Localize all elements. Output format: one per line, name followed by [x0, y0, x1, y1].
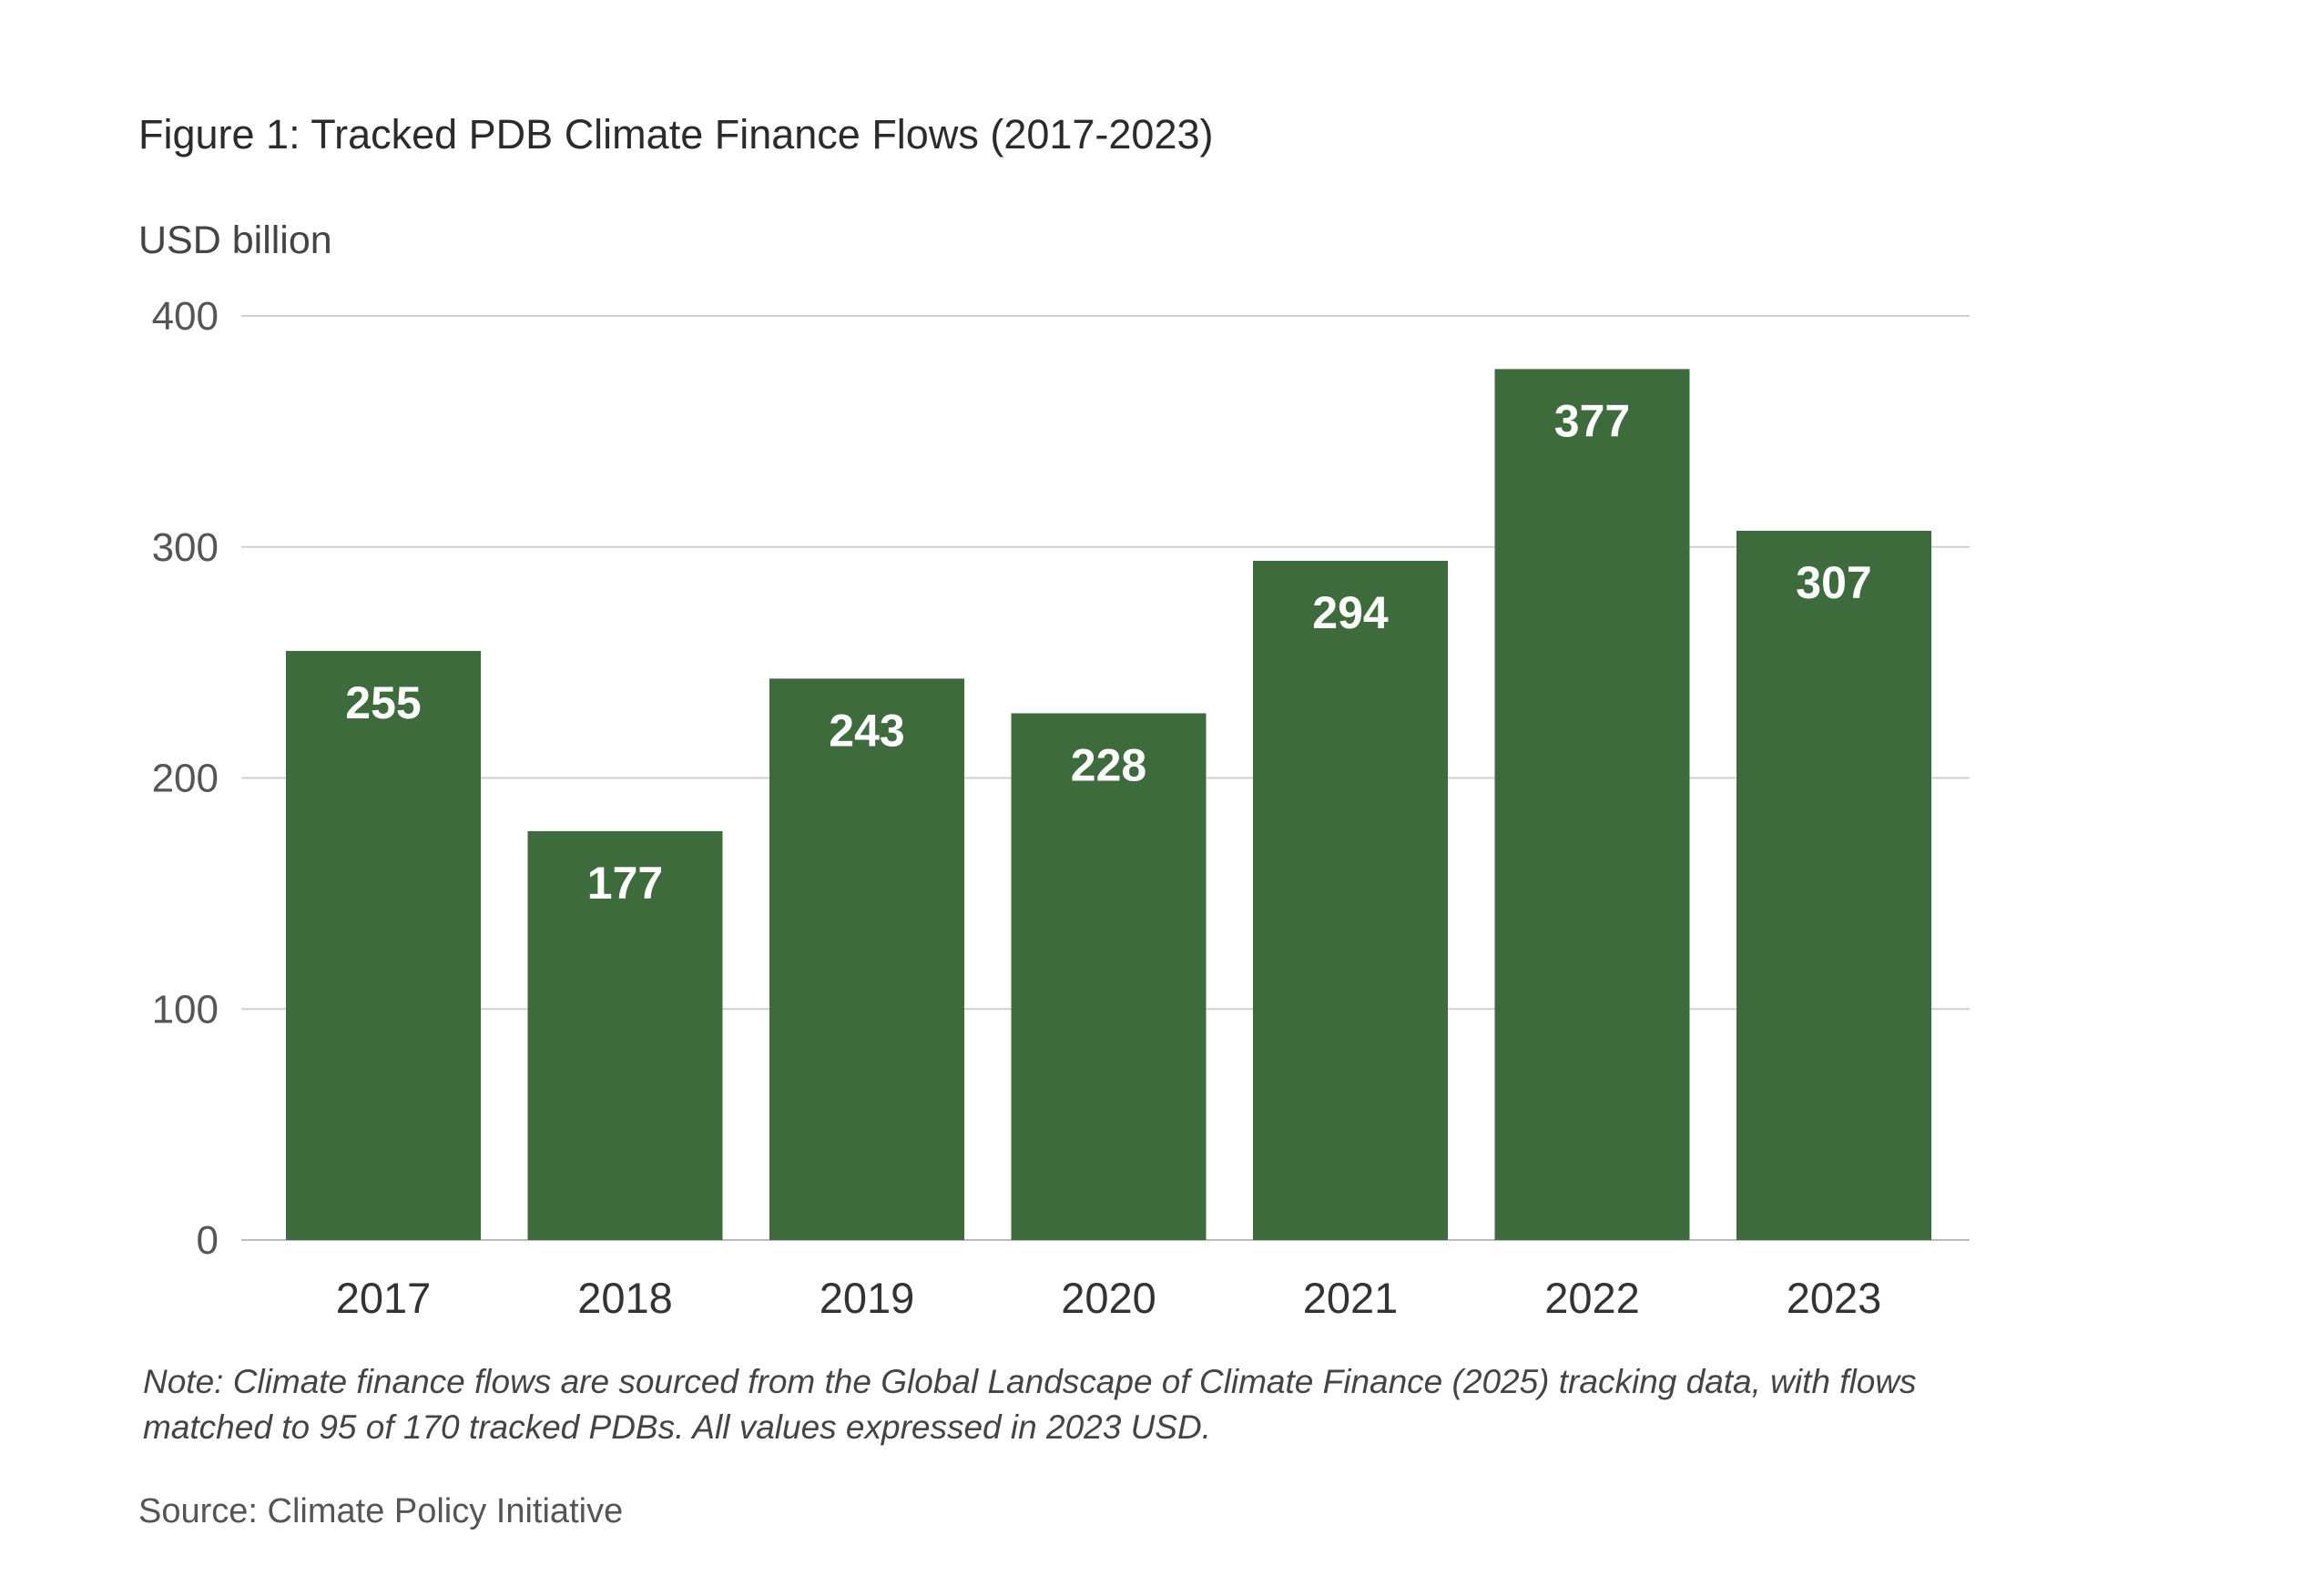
- bar-2023: [1736, 530, 1931, 1240]
- bar-2019: [769, 678, 964, 1240]
- y-tick-label: 0: [197, 1218, 219, 1263]
- bar-2017: [286, 650, 481, 1240]
- x-tick-label: 2022: [1544, 1274, 1640, 1322]
- x-tick-label: 2018: [577, 1274, 673, 1322]
- value-label: 294: [1312, 587, 1389, 638]
- value-label: 307: [1796, 557, 1871, 608]
- bar-2020: [1011, 713, 1207, 1240]
- y-tick-label: 100: [152, 987, 219, 1032]
- bars: [286, 369, 1931, 1240]
- note-line-2: matched to 95 of 170 tracked PDBs. All v…: [143, 1408, 1211, 1446]
- x-tick-label: 2020: [1061, 1274, 1156, 1322]
- chart-title: Figure 1: Tracked PDB Climate Finance Fl…: [138, 111, 1214, 158]
- source-text: Source: Climate Policy Initiative: [138, 1492, 623, 1530]
- y-tick-label: 300: [152, 525, 219, 570]
- bar-2022: [1494, 369, 1690, 1240]
- value-label: 177: [587, 858, 663, 909]
- value-label: 228: [1071, 739, 1146, 790]
- x-tick-labels: 2017 2018 2019 2020 2021 2022 2023: [336, 1274, 1882, 1322]
- value-labels: 255 177 243 228 294 377 307: [345, 395, 1871, 909]
- bar-2018: [527, 830, 723, 1240]
- x-tick-label: 2021: [1303, 1274, 1399, 1322]
- y-tick-label: 400: [152, 294, 219, 339]
- value-label: 255: [345, 677, 421, 728]
- x-tick-label: 2017: [336, 1274, 432, 1322]
- value-label: 243: [829, 705, 904, 756]
- value-label: 377: [1554, 395, 1630, 446]
- bar-2021: [1253, 560, 1448, 1240]
- x-tick-label: 2019: [820, 1274, 915, 1322]
- note-line-1: Note: Climate finance flows are sourced …: [143, 1363, 1917, 1400]
- y-tick-label: 200: [152, 757, 219, 801]
- x-tick-label: 2023: [1787, 1274, 1882, 1322]
- y-axis-label: USD billion: [138, 219, 332, 262]
